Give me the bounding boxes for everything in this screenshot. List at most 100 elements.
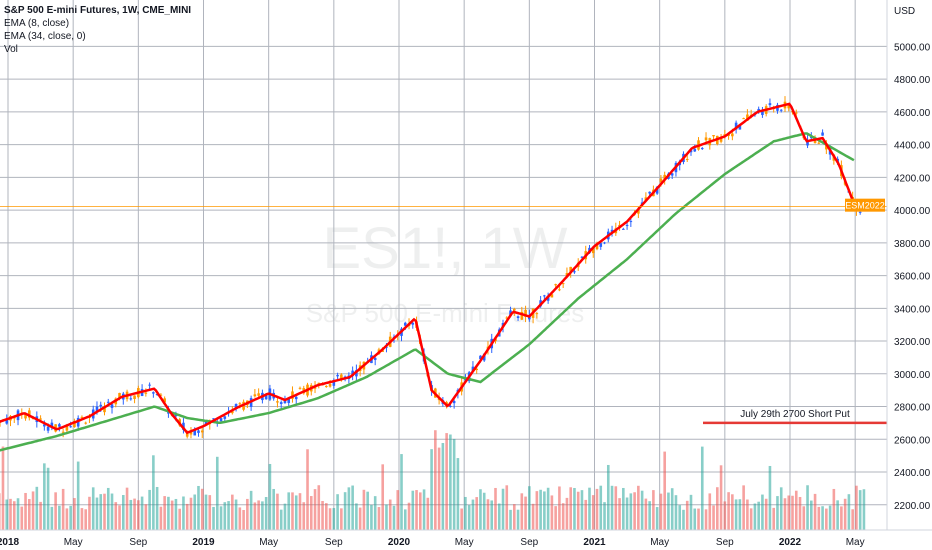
candle-body: [512, 308, 516, 311]
candle-body: [58, 424, 61, 427]
legend-title[interactable]: S&P 500 E-mini Futures, 1W, CME_MINI: [4, 5, 192, 16]
candle-body: [712, 135, 715, 137]
volume-bar: [471, 499, 475, 530]
y-tick-label: 4000.00: [894, 206, 931, 217]
candle-body: [637, 209, 640, 214]
candle-body: [69, 426, 72, 428]
candle-body: [655, 186, 659, 194]
legend-ema-slow[interactable]: EMA (34, close, 0): [4, 31, 86, 42]
volume-bar: [129, 499, 133, 530]
volume-bar: [58, 505, 61, 530]
candle-body: [231, 410, 234, 414]
candle-body: [129, 398, 133, 400]
candle-body: [0, 420, 1, 427]
volume-bar: [851, 509, 854, 530]
volume-bar: [746, 499, 749, 530]
volume-bar: [28, 499, 31, 530]
x-tick-label: Sep: [129, 537, 147, 548]
volume-bar: [794, 490, 798, 530]
volume-bar: [464, 496, 467, 530]
candle-body: [279, 402, 283, 405]
volume-bar: [810, 500, 813, 530]
volume-bar: [325, 503, 328, 530]
y-tick-label: 5000.00: [894, 42, 931, 53]
candle-body: [731, 133, 734, 137]
volume-bar: [407, 502, 411, 530]
volume-bar: [197, 485, 200, 530]
volume-bar: [622, 487, 625, 530]
volume-bar: [558, 486, 561, 530]
candle-body: [411, 322, 415, 325]
candle-body: [80, 416, 84, 418]
volume-bar: [76, 461, 80, 530]
volume-bar: [862, 489, 866, 530]
volume-bar: [65, 508, 69, 530]
volume-bar: [46, 467, 50, 530]
x-tick-label: May: [846, 537, 865, 548]
volume-bar: [768, 465, 772, 530]
volume-bar: [84, 509, 87, 530]
candle-body: [238, 403, 242, 405]
volume-bar: [479, 489, 482, 530]
volume-bar: [69, 505, 72, 530]
y-tick-label: 4400.00: [894, 141, 931, 152]
volume-bar: [167, 496, 170, 530]
volume-bar: [716, 487, 719, 530]
volume-bar: [261, 501, 264, 530]
volume-bar: [858, 490, 862, 530]
legend-ema-fast[interactable]: EMA (8, close): [4, 18, 70, 29]
time-axis[interactable]: 2018 May Sep 2019 May Sep 2020 May Sep 2021 May Sep…: [0, 529, 932, 550]
volume-bar: [347, 487, 351, 530]
legend-vol[interactable]: Vol: [4, 44, 18, 55]
candle-body: [197, 430, 200, 433]
volume-bar: [791, 495, 794, 530]
volume-bar: [561, 503, 565, 530]
volume-bar: [332, 508, 336, 530]
volume-bar: [422, 489, 426, 530]
candle-body: [449, 405, 452, 407]
volume-bar: [486, 499, 490, 530]
volume-bar: [20, 506, 24, 530]
candle-body: [452, 401, 456, 404]
price-axis[interactable]: 2000.002200.002400.002600.002800.003000.…: [886, 0, 932, 550]
time-axis-background: [0, 530, 932, 550]
candle-body: [558, 289, 561, 291]
volume-bar: [667, 492, 670, 530]
candle-body: [550, 294, 554, 298]
candle-body: [291, 391, 294, 399]
x-tick-label: 2022: [779, 537, 802, 548]
volume-bar: [279, 509, 283, 530]
volume-bar: [682, 509, 685, 530]
volume-bar: [625, 497, 629, 530]
volume-bar: [753, 503, 757, 530]
volume-bar: [50, 506, 54, 530]
volume-bar: [505, 485, 509, 530]
volume-bar: [411, 490, 415, 530]
volume-bar: [257, 500, 260, 530]
volume-bar: [606, 464, 610, 530]
volume-bar: [543, 491, 546, 530]
volume-bar: [828, 505, 832, 530]
volume-bar: [531, 503, 535, 530]
volume-bar: [806, 485, 809, 530]
volume-bar: [125, 487, 129, 530]
volume-bar: [91, 487, 95, 530]
volume-bar: [640, 490, 644, 530]
volume-bar: [148, 489, 151, 530]
volume-bar: [528, 486, 531, 530]
volume-bar: [95, 497, 99, 530]
volume-bar: [855, 485, 858, 530]
candle-body: [219, 418, 223, 422]
volume-bar: [140, 496, 144, 530]
volume-bar: [309, 496, 313, 530]
candle-body: [159, 394, 163, 396]
candle-body: [212, 418, 215, 420]
candle-body: [479, 355, 482, 360]
volume-bar: [343, 492, 347, 530]
volume-bar: [693, 508, 697, 530]
volume-bar: [535, 491, 539, 530]
volume-bar: [419, 492, 422, 530]
volume-bar: [264, 497, 268, 530]
volume-bar: [5, 499, 9, 530]
